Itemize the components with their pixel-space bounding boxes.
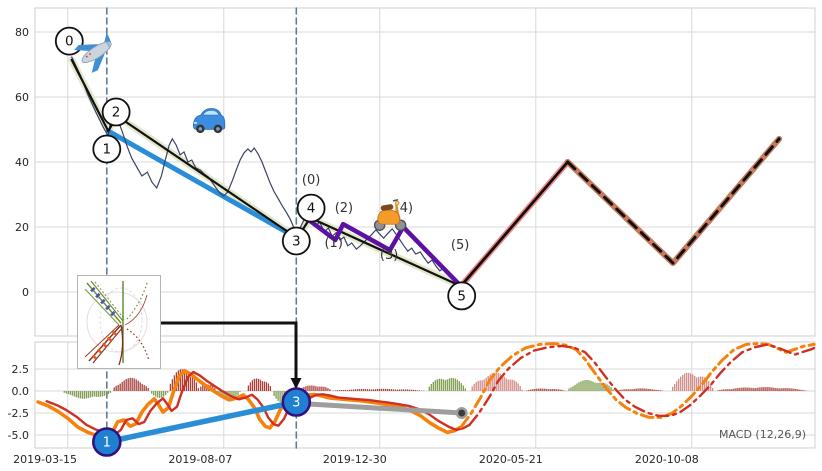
price-panel-layer bbox=[68, 56, 783, 290]
x-tick-label: 2019-12-30 bbox=[323, 453, 387, 466]
x-tick-label: 2020-05-21 bbox=[479, 453, 543, 466]
gray-line-endpoint-dot bbox=[458, 409, 466, 417]
wave-circle-number: 3 bbox=[292, 234, 301, 250]
macd-indicator-label: MACD (12,26,9) bbox=[719, 428, 806, 441]
wave-circle-number: 2 bbox=[112, 105, 121, 121]
macd-forecast-red bbox=[468, 343, 817, 427]
forecast-zigzag-salmon bbox=[564, 135, 783, 267]
inset-connector-line bbox=[159, 321, 298, 388]
macd-ytick-label: 2.5 bbox=[12, 363, 30, 376]
inset-phase-plot-thumbnail bbox=[77, 275, 161, 369]
wave-circle-outline bbox=[281, 226, 311, 256]
impulse-trend-blue bbox=[105, 128, 300, 241]
macd-ytick-label: -5.0 bbox=[8, 429, 29, 442]
macd-histogram-cluster-green bbox=[428, 378, 466, 391]
subwave-label: (4) bbox=[395, 201, 413, 216]
macd-signal-red bbox=[45, 370, 471, 436]
macd-panel-border bbox=[34, 341, 816, 449]
macd-histogram-cluster-salmon bbox=[471, 372, 523, 391]
overlay-layer: 13 bbox=[77, 275, 312, 457]
wave-circle-number: 1 bbox=[103, 142, 112, 158]
wave-circle-4: 4 bbox=[296, 193, 326, 223]
pivot-line-black bbox=[70, 58, 462, 288]
macd-blue-trend-line bbox=[104, 399, 300, 445]
macd-marker-3: 3 bbox=[281, 387, 312, 417]
wave-circle-outline bbox=[92, 134, 122, 164]
x-tick-label: 2020-10-08 bbox=[635, 453, 699, 466]
macd-line-orange bbox=[36, 369, 463, 440]
macd-marker-1: 1 bbox=[92, 427, 122, 457]
macd-ytick-label: -2.5 bbox=[8, 407, 29, 420]
macd-histogram-cluster-green bbox=[568, 380, 614, 391]
price-ytick-label: 60 bbox=[15, 91, 29, 104]
macd-ytick-label: 0.0 bbox=[12, 385, 30, 398]
wave-circle-number: 0 bbox=[65, 34, 74, 50]
subwave-label: (3) bbox=[380, 248, 398, 263]
forecast-dashed-black bbox=[566, 137, 781, 265]
annotations-layer: (0) (1) (2) (3) (4) (5) 0 1 2 3 4 5 bbox=[54, 26, 477, 311]
macd-histogram-cluster-red bbox=[247, 378, 272, 391]
grid-layer bbox=[34, 7, 816, 449]
price-ytick-label: 40 bbox=[15, 156, 29, 169]
wave-circle-0: 0 bbox=[54, 26, 84, 56]
wave-circle-5: 5 bbox=[447, 281, 477, 311]
macd-histogram-cluster-green bbox=[151, 391, 169, 398]
macd-histogram-cluster-red bbox=[113, 377, 149, 391]
wave-circle-number: 4 bbox=[307, 201, 316, 217]
wave-circle-number: 5 bbox=[457, 288, 466, 304]
car-icon bbox=[192, 108, 226, 134]
macd-histogram-cluster-salmon bbox=[672, 372, 714, 391]
inset-connector-arrowhead bbox=[290, 378, 302, 389]
macd-histogram-cluster-red bbox=[526, 388, 566, 391]
wave-circle-3: 3 bbox=[281, 226, 311, 256]
x-tick-label: 2019-08-07 bbox=[168, 453, 232, 466]
macd-marker-number: 1 bbox=[103, 436, 111, 451]
wave-circle-1: 1 bbox=[92, 134, 122, 164]
subwave-label: (5) bbox=[451, 238, 469, 253]
wave-circle-2: 2 bbox=[101, 97, 131, 127]
x-tick-label: 2019-03-15 bbox=[13, 453, 77, 466]
wave-circle-outline bbox=[447, 281, 477, 311]
macd-histogram-cluster-green bbox=[63, 391, 111, 399]
gray-projection-line bbox=[293, 400, 465, 416]
subwave-zigzag-purple bbox=[306, 217, 464, 289]
macd-histogram-cluster-red bbox=[717, 387, 807, 391]
price-ytick-label: 0 bbox=[22, 286, 29, 299]
price-series-line bbox=[71, 56, 463, 288]
subwave-label: (0) bbox=[302, 173, 320, 188]
price-ytick-label: 80 bbox=[15, 26, 29, 39]
macd-forecast-orange bbox=[459, 342, 816, 429]
price-panel-border bbox=[34, 7, 816, 337]
subwave-label: (2) bbox=[335, 201, 353, 216]
wave-circle-outline bbox=[101, 97, 131, 127]
macd-marker-number: 3 bbox=[292, 396, 300, 411]
subwave-label: (1) bbox=[324, 236, 342, 251]
price-ytick-label: 20 bbox=[15, 221, 29, 234]
macd-marker-circle bbox=[281, 387, 312, 417]
wave-circle-outline bbox=[296, 193, 326, 223]
forecast-solid-black bbox=[459, 160, 570, 288]
macd-histogram-cluster-red bbox=[332, 388, 425, 391]
macd-marker-circle bbox=[92, 427, 122, 457]
